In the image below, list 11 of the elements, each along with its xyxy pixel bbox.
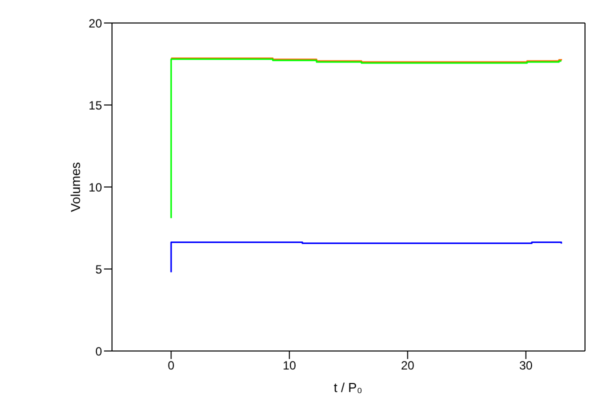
y-tick-label: 10 xyxy=(88,180,102,194)
x-tick-label: 30 xyxy=(519,358,533,373)
x-tick-label: 0 xyxy=(168,358,175,373)
x-tick-label: 20 xyxy=(400,358,415,373)
y-tick-label: 5 xyxy=(95,262,102,276)
x-tick-label: 10 xyxy=(282,358,296,373)
x-axis-title: t / P₀ xyxy=(334,380,362,395)
y-tick-label: 0 xyxy=(95,344,102,358)
y-tick-label: 15 xyxy=(88,98,102,112)
y-tick-label: 20 xyxy=(88,16,102,30)
y-axis-title: Volumes xyxy=(68,162,83,212)
